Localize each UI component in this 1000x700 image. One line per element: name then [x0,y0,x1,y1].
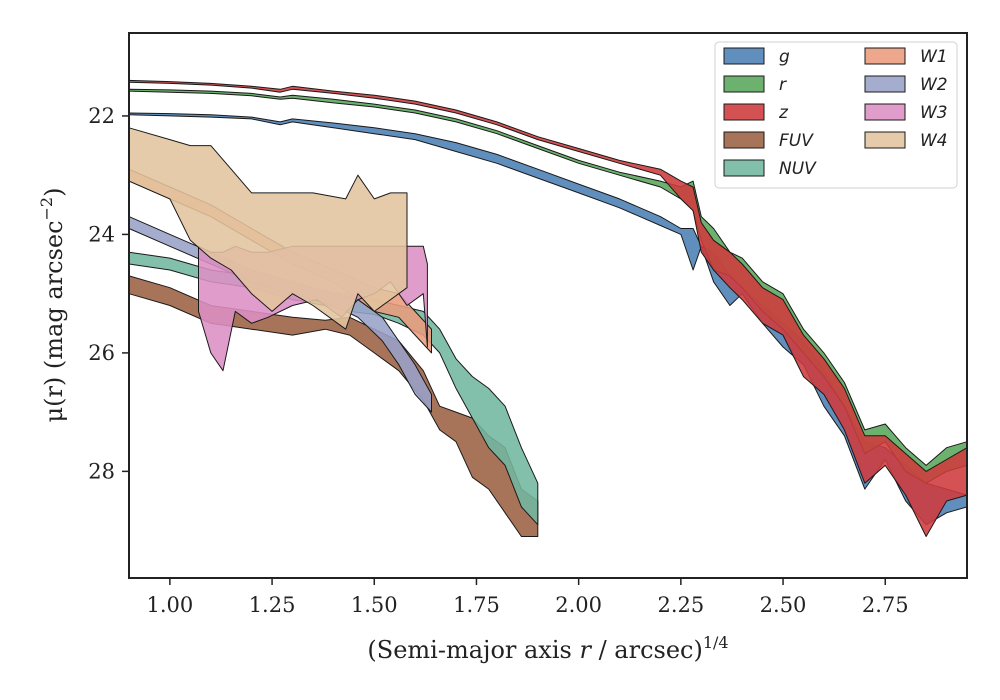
legend-swatch-w2 [864,75,906,93]
legend-label-w4: W4 [920,131,948,151]
legend-swatch-g [723,47,765,65]
x-tick-label: 1.00 [146,593,193,617]
plot-frame [128,32,968,579]
legend-swatch-w1 [864,47,906,65]
legend: grz FUV NUV W1 W2 W3 W4 [714,41,958,189]
y-axis-label: μ(r) (mag arcsec−2) [37,188,68,423]
x-tick-label: 1.25 [249,593,296,617]
legend-label-r: r [779,75,787,95]
legend-label-w3: W3 [920,103,948,123]
x-tick-label: 1.50 [351,593,398,617]
legend-label-w2: W2 [920,75,948,95]
x-tick-label: 1.75 [453,593,500,617]
y-tick-label: 22 [88,104,115,128]
legend-label-fuv: FUV [779,131,814,151]
legend-label-w1: W1 [920,47,948,67]
x-tick-label: 2.25 [657,593,704,617]
band-w4 [128,127,408,330]
legend-label-z: z [778,103,789,123]
x-axis-ticks: 1.00 1.25 1.50 1.75 2.00 2.25 2.50 2.75 [146,578,909,617]
y-axis-ticks: 22 24 26 28 [88,104,129,483]
legend-label-nuv: NUV [779,159,817,179]
legend-swatch-r [723,75,765,93]
y-tick-label: 28 [88,459,115,483]
y-tick-label: 26 [88,341,115,365]
x-axis-label: (Semi-major axis r / arcsec)1/4 [367,633,728,664]
legend-swatch-z [723,103,765,121]
legend-swatch-w3 [864,103,906,121]
x-tick-label: 2.75 [862,593,909,617]
y-tick-label: 24 [88,222,115,246]
x-tick-label: 2.00 [555,593,602,617]
legend-swatch-w4 [864,131,906,149]
x-tick-label: 2.50 [760,593,807,617]
legend-label-g: g [779,47,790,67]
legend-swatch-fuv [723,131,765,149]
legend-swatch-nuv [723,159,765,177]
